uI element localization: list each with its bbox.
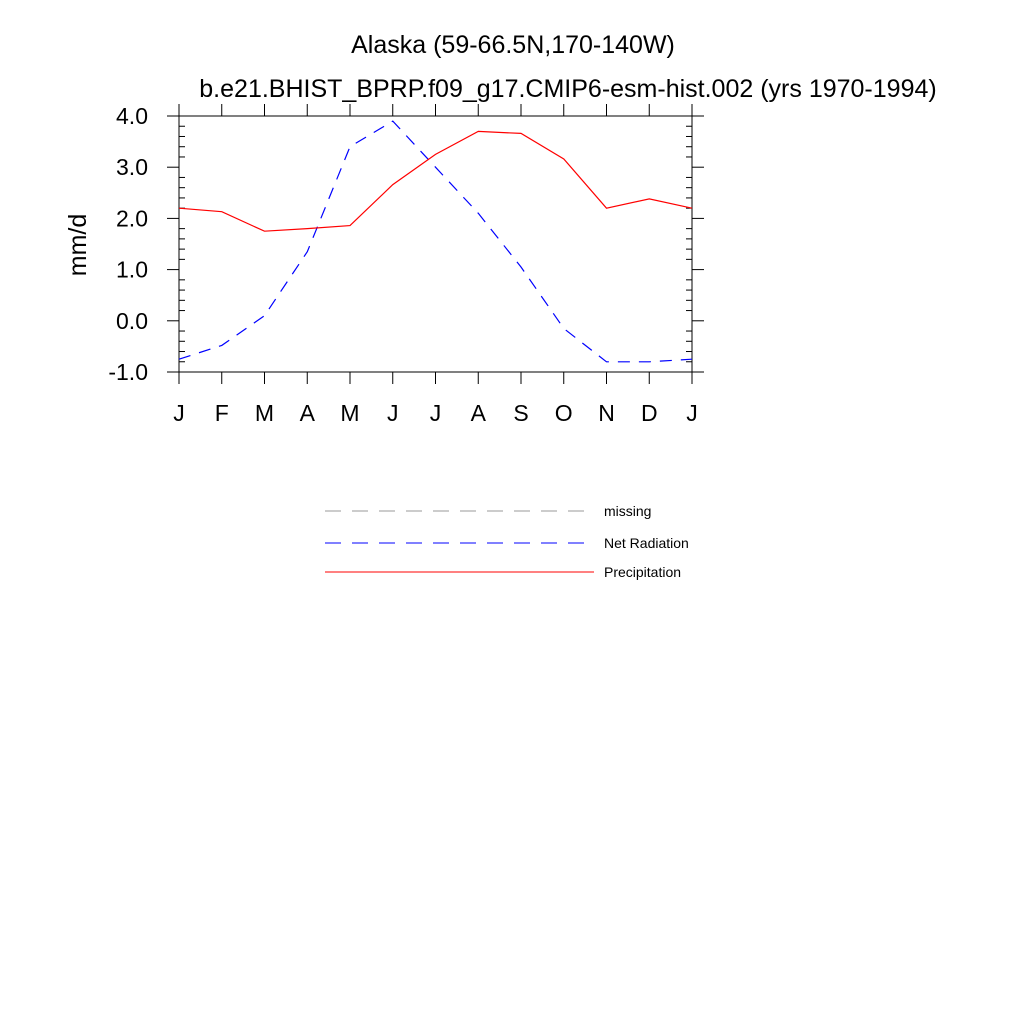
series-line-precipitation — [178, 130, 693, 232]
chart-subtitle: b.e21.BHIST_BPRP.f09_g17.CMIP6-esm-hist.… — [199, 75, 936, 103]
y-tick-labels: -1.0 0.0 1.0 2.0 3.0 4.0 — [108, 103, 148, 385]
y-tick-label-2: 1.0 — [116, 257, 148, 283]
y-tick-label-1: 0.0 — [116, 308, 148, 334]
legend: missing Net Radiation Precipitation — [325, 503, 689, 580]
x-tick-label-2: M — [255, 400, 274, 426]
y-tick-label-4: 3.0 — [116, 154, 148, 180]
legend-label-missing: missing — [604, 503, 651, 519]
x-tick-label-10: N — [598, 400, 615, 426]
x-tick-label-6: J — [430, 400, 442, 426]
x-tick-label-3: A — [300, 400, 316, 426]
x-tick-label-1: F — [215, 400, 229, 426]
axis-ticks — [167, 104, 704, 384]
x-tick-label-12: J — [686, 400, 698, 426]
series-lines — [178, 120, 693, 363]
y-tick-label-5: 4.0 — [116, 103, 148, 129]
x-tick-label-9: O — [555, 400, 573, 426]
y-tick-label-0: -1.0 — [108, 359, 148, 385]
x-tick-label-8: S — [513, 400, 528, 426]
y-axis-label: mm/d — [64, 214, 92, 277]
x-tick-label-11: D — [641, 400, 658, 426]
x-tick-label-5: J — [387, 400, 399, 426]
legend-label-net-radiation: Net Radiation — [604, 535, 689, 551]
x-tick-label-7: A — [471, 400, 487, 426]
x-tick-label-4: M — [340, 400, 359, 426]
legend-label-precipitation: Precipitation — [604, 564, 681, 580]
chart-title: Alaska (59-66.5N,170-140W) — [351, 31, 675, 59]
series-line-net-radiation — [178, 120, 693, 363]
y-tick-label-3: 2.0 — [116, 205, 148, 231]
x-tick-label-0: J — [173, 400, 185, 426]
